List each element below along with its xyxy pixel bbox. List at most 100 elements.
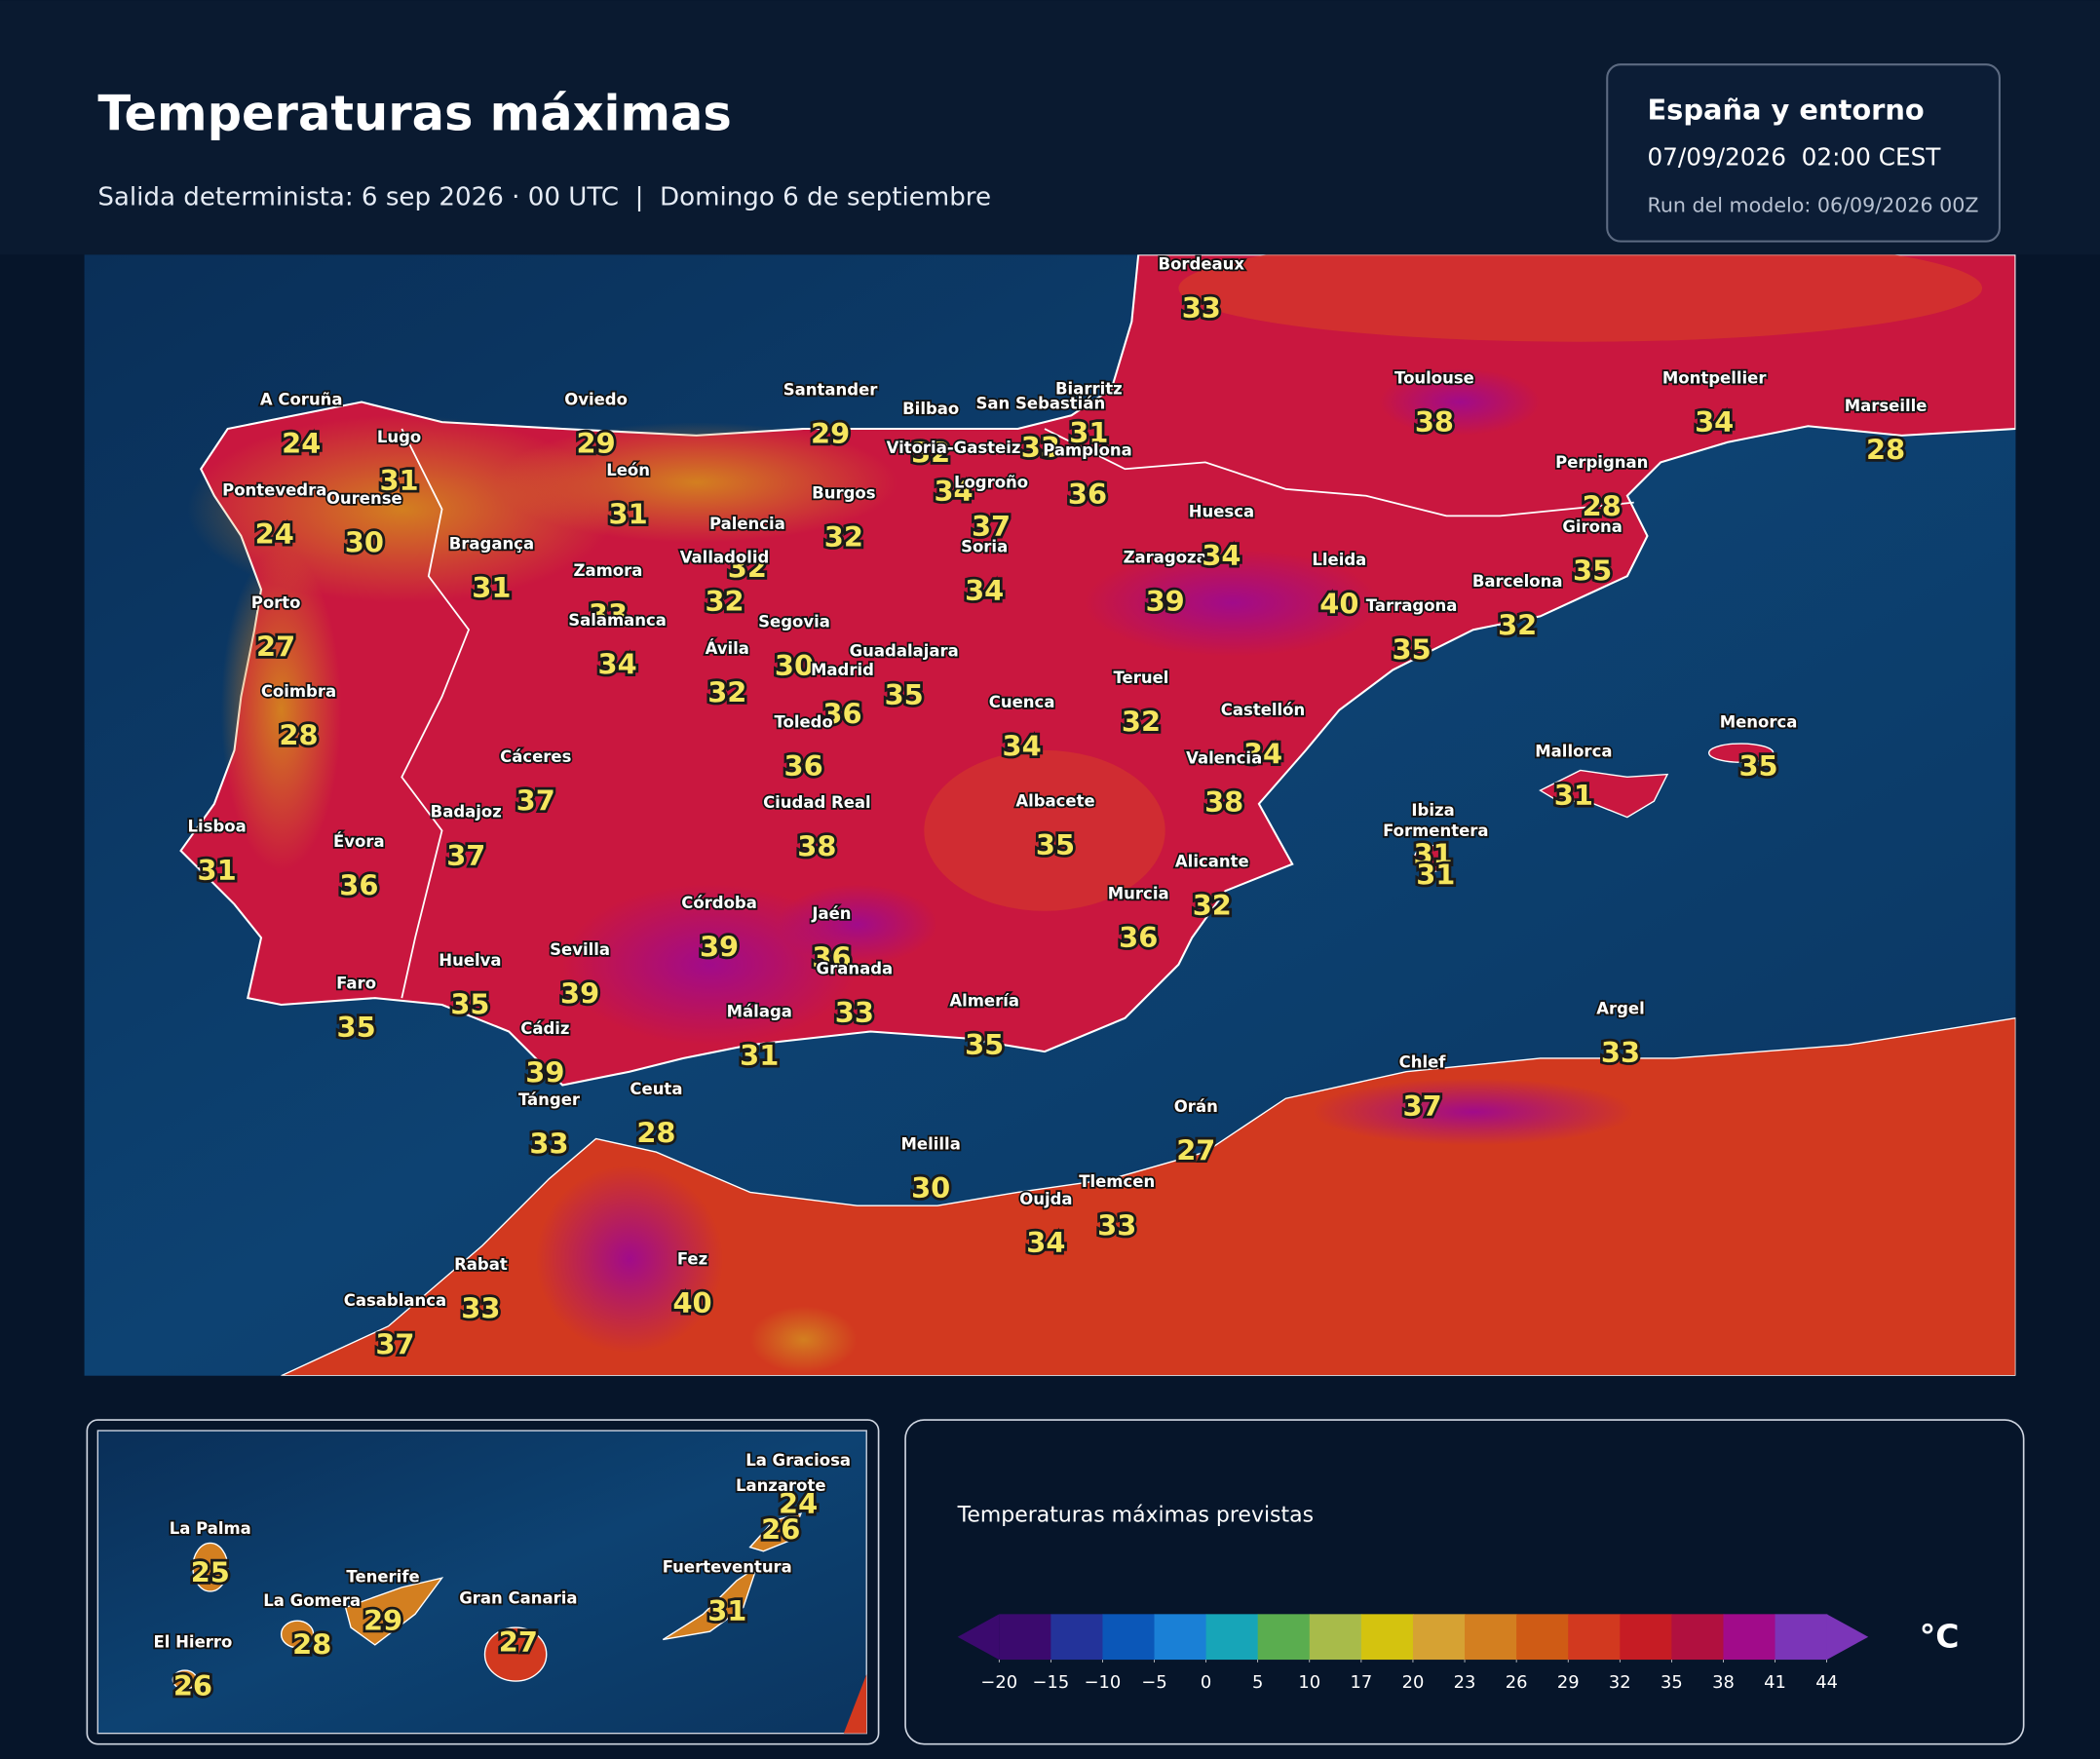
city-name: Faro [336, 975, 376, 993]
city-name: Tánger [518, 1090, 581, 1109]
city-value: 39 [1146, 585, 1185, 618]
city-value: 39 [560, 977, 599, 1011]
city-name: Palencia [709, 515, 785, 533]
city-value: 36 [1119, 921, 1158, 954]
city-name: Lleida [1312, 551, 1366, 569]
warm-area [749, 1306, 858, 1373]
city-name: Toledo [774, 713, 832, 732]
colorbar-bin [1723, 1614, 1776, 1661]
city-value: 28 [279, 718, 318, 751]
city-name: Ceuta [630, 1080, 682, 1098]
city-name: Fuerteventura [663, 1558, 792, 1577]
city-name: Zaragoza [1124, 548, 1207, 566]
city-name: Murcia [1108, 884, 1169, 902]
city-value: 31 [740, 1039, 779, 1072]
city-name: Valencia [1186, 749, 1262, 768]
city-value: 29 [811, 417, 850, 450]
city-value: 40 [1319, 588, 1358, 621]
city-value: 34 [1202, 539, 1241, 572]
city-name: Sevilla [550, 940, 610, 959]
city-name: Castellón [1221, 701, 1305, 719]
colorbar-tick-label: 38 [1712, 1672, 1735, 1693]
subtitle: Salida determinista: 6 sep 2026 · 00 UTC… [97, 183, 991, 212]
city-name: Barcelona [1472, 572, 1563, 591]
city-value: 31 [1413, 838, 1452, 871]
city-value: 26 [761, 1512, 800, 1546]
city-name: Almería [949, 991, 1019, 1010]
colorbar-bin [1257, 1614, 1311, 1661]
city-value: 34 [934, 475, 973, 508]
city-value: 34 [1695, 405, 1734, 439]
city-value: 28 [292, 1628, 331, 1662]
colorbar-tick-label: 5 [1252, 1672, 1263, 1693]
legend-title: Temperaturas máximas previstas [957, 1504, 1314, 1528]
warm-area [924, 749, 1165, 911]
city-value: 27 [1176, 1133, 1215, 1166]
city-value: 24 [282, 427, 321, 460]
city-value: 34 [1003, 729, 1042, 762]
colorbar-tick-label: 0 [1201, 1672, 1211, 1693]
warm-area [1178, 254, 1982, 342]
city-value: 37 [1402, 1090, 1441, 1123]
city-name: Huelva [439, 951, 501, 970]
city-value: 35 [1036, 828, 1075, 861]
city-name: Chlef [1399, 1053, 1447, 1072]
city-name: Teruel [1113, 669, 1168, 687]
city-value: 36 [784, 749, 823, 783]
city-name: Fez [677, 1250, 707, 1269]
island [172, 1669, 198, 1690]
city-value: 31 [608, 498, 647, 531]
city-value: 31 [1554, 779, 1593, 812]
city-name: Menorca [1720, 713, 1798, 732]
colorbar-tick-label: −15 [1033, 1672, 1070, 1693]
hot-area [777, 884, 938, 965]
city-name: León [606, 461, 650, 479]
colorbar-bin [1102, 1614, 1156, 1661]
city-name: Logroño [954, 473, 1028, 491]
city-value: 37 [446, 839, 485, 872]
city-name: Bordeaux [1159, 254, 1245, 273]
colorbar-bin [1309, 1614, 1362, 1661]
city-value: 35 [1392, 632, 1431, 666]
city-value: 36 [812, 941, 851, 975]
city-name: Alicante [1175, 852, 1249, 870]
city-name: La Palma [170, 1519, 251, 1538]
region: España y entorno [1647, 94, 1924, 127]
canary-islands [172, 1512, 867, 1734]
city-name: La Gomera [263, 1591, 361, 1610]
city-name: Segovia [758, 612, 830, 631]
city-name: Toulouse [1394, 368, 1474, 387]
city-value: 28 [1583, 489, 1622, 522]
city-value: 33 [589, 598, 628, 631]
info-box [1606, 63, 2001, 243]
warm-area [495, 422, 897, 543]
city-name: Ávila [706, 639, 749, 658]
run-time: Run del modelo: 06/09/2026 00Z [1647, 193, 1978, 216]
city-value: 27 [256, 631, 295, 664]
city-name: Lanzarote [736, 1476, 826, 1495]
city-value: 32 [1193, 889, 1232, 922]
city-value: 36 [822, 697, 861, 730]
hot-area [535, 1165, 724, 1354]
city-name: Tlemcen [1079, 1172, 1155, 1191]
colorbar-bin [999, 1614, 1052, 1661]
city-value: 35 [1573, 554, 1612, 587]
colorbar: −20 −15 −10 −5 0 5 10 17 20 23 26 29 32 35 38 41 44 [957, 1614, 1869, 1693]
city-value: 32 [728, 552, 767, 585]
city-value: 37 [375, 1328, 414, 1361]
city-name: Oviedo [564, 390, 628, 408]
colorbar-bin [1050, 1614, 1104, 1661]
city-name: Cuenca [989, 693, 1055, 711]
island [192, 1542, 229, 1592]
city-value: 34 [1243, 738, 1282, 771]
city-name: Ciudad Real [763, 793, 871, 812]
city-value: 31 [379, 464, 418, 497]
colorbar-bin [1516, 1614, 1569, 1661]
city-name: Biarritz [1055, 379, 1123, 398]
city-value: 36 [1068, 478, 1107, 511]
island [344, 1577, 444, 1646]
hot-area [1085, 549, 1380, 657]
colorbar-bin [1360, 1614, 1414, 1661]
colorbar-over [1826, 1614, 1869, 1661]
colorbar-under [957, 1614, 1000, 1661]
